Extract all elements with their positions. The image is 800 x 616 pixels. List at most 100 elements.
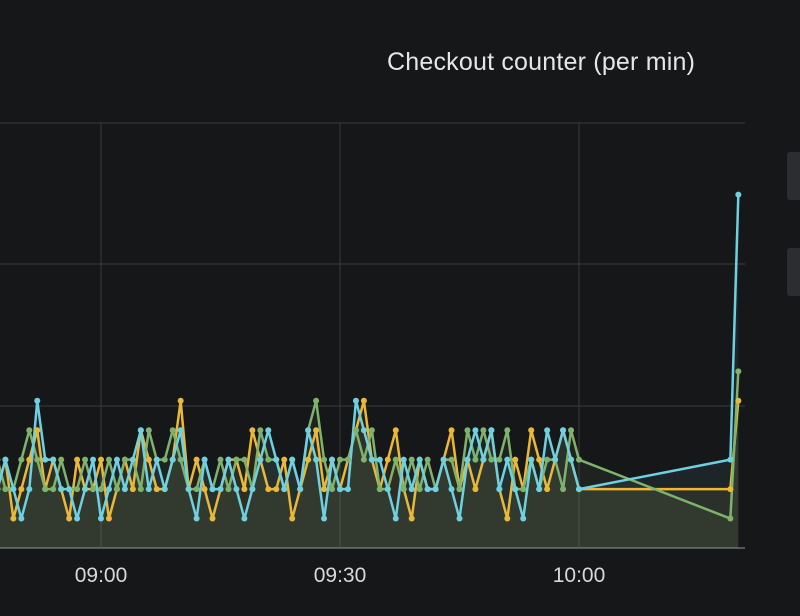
data-point (50, 456, 57, 463)
data-point (177, 456, 184, 463)
data-point (90, 486, 97, 493)
data-point (18, 515, 25, 522)
data-point (74, 486, 81, 493)
data-point (313, 456, 320, 463)
data-point (129, 486, 136, 493)
data-point (129, 456, 136, 463)
data-point (472, 456, 479, 463)
data-point (217, 456, 224, 463)
x-tick-label: 09:00 (75, 564, 128, 587)
data-point (408, 456, 415, 463)
data-point (121, 486, 128, 493)
data-point (727, 486, 734, 493)
data-point (161, 456, 168, 463)
data-point (337, 486, 343, 493)
data-point (432, 486, 439, 493)
data-point (440, 456, 447, 463)
data-point (360, 397, 367, 404)
data-point (321, 515, 328, 522)
data-point (321, 486, 328, 493)
data-point (313, 427, 320, 434)
data-point (480, 456, 487, 463)
data-point (18, 456, 25, 463)
data-point (408, 515, 415, 522)
data-point (560, 486, 567, 493)
data-point (368, 456, 375, 463)
data-point (233, 486, 240, 493)
data-point (177, 427, 184, 434)
data-point (98, 456, 104, 463)
data-point (66, 515, 73, 522)
data-point (456, 486, 463, 493)
data-point (10, 486, 17, 493)
data-point (305, 456, 312, 463)
data-point (560, 427, 567, 434)
data-point (568, 427, 575, 434)
data-point (329, 456, 336, 463)
data-point (344, 456, 351, 463)
data-point (488, 456, 495, 463)
data-point (281, 456, 288, 463)
data-point (273, 456, 280, 463)
data-point (113, 456, 120, 463)
data-point (225, 456, 232, 463)
data-point (360, 456, 367, 463)
data-point (50, 486, 57, 493)
data-point (82, 486, 89, 493)
data-point (488, 427, 495, 434)
data-point (249, 486, 256, 493)
data-point (544, 456, 551, 463)
data-point (400, 456, 407, 463)
data-point (82, 456, 89, 463)
data-point (520, 486, 527, 493)
data-point (544, 427, 551, 434)
data-point (400, 486, 407, 493)
data-point (185, 486, 192, 493)
series-area-3 (0, 194, 739, 548)
data-point (735, 368, 742, 375)
data-point (34, 397, 41, 404)
data-point (98, 486, 104, 493)
data-point (145, 456, 152, 463)
data-point (528, 427, 535, 434)
data-point (727, 456, 734, 463)
data-point (34, 456, 41, 463)
legend-item-2[interactable] (787, 248, 800, 296)
data-point (464, 427, 471, 434)
data-point (305, 427, 312, 434)
data-point (512, 486, 519, 493)
data-point (520, 515, 527, 522)
data-point (416, 456, 423, 463)
data-point (137, 486, 144, 493)
series-line-3 (0, 194, 740, 520)
data-point (2, 486, 9, 493)
data-point (273, 486, 280, 493)
data-point (424, 456, 431, 463)
data-point (169, 427, 176, 434)
data-point (392, 515, 399, 522)
data-point (360, 427, 367, 434)
x-tick-label: 10:00 (553, 564, 606, 587)
data-point (201, 486, 208, 493)
data-point (26, 427, 33, 434)
data-point (105, 486, 112, 493)
data-point (504, 515, 511, 522)
legend-item-1[interactable] (787, 152, 800, 200)
data-point (105, 515, 112, 522)
data-point (241, 456, 248, 463)
data-point (145, 427, 152, 434)
data-point (536, 456, 543, 463)
data-point (392, 427, 399, 434)
data-point (552, 456, 559, 463)
data-point (281, 486, 288, 493)
data-point (209, 486, 216, 493)
data-point (568, 456, 575, 463)
data-point (480, 427, 487, 434)
data-point (121, 456, 128, 463)
data-point (289, 515, 296, 522)
series-area-1 (0, 400, 739, 548)
data-point (10, 515, 17, 522)
data-point (408, 486, 415, 493)
data-point (113, 486, 120, 493)
